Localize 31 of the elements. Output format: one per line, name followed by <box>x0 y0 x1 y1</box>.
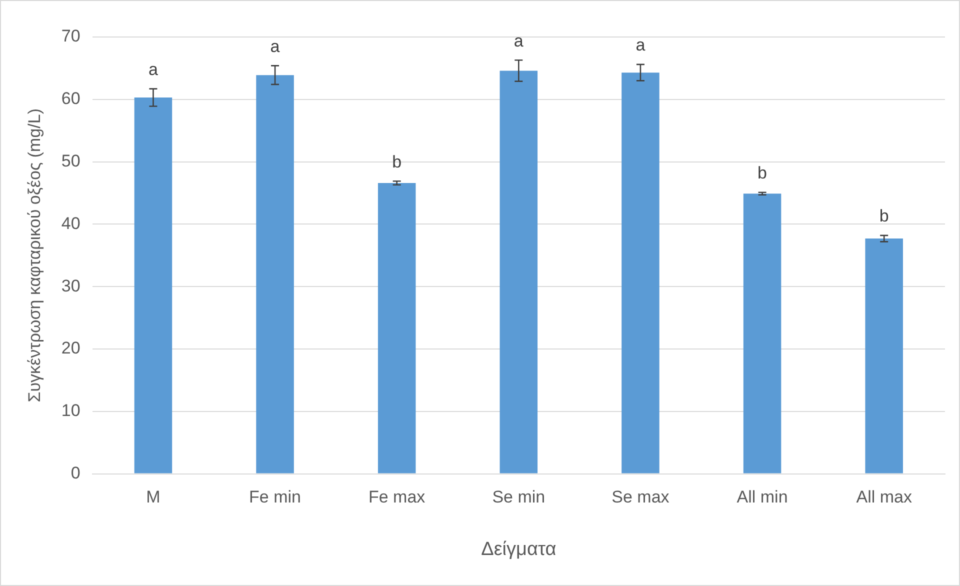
annotation: a <box>148 60 158 79</box>
y-tick-label: 70 <box>61 26 80 46</box>
bar <box>865 238 903 474</box>
annotation: b <box>758 164 768 183</box>
y-axis-title: Συγκέντρωση καφταρικού οξέος (mg/L) <box>24 108 44 402</box>
annotation: a <box>514 31 524 50</box>
y-tick-label: 10 <box>61 401 80 420</box>
y-tick-label: 30 <box>61 276 80 296</box>
annotation: b <box>879 206 889 226</box>
x-axis-title: Δείγματα <box>481 538 556 560</box>
x-tick-label: All max <box>856 488 912 507</box>
x-tick-label: All min <box>736 488 788 507</box>
x-tick-label: Se max <box>612 488 670 507</box>
bar <box>256 75 294 474</box>
bar <box>378 183 416 474</box>
bar <box>134 98 172 474</box>
y-tick-label: 0 <box>70 463 80 482</box>
y-tick-label: 50 <box>61 151 80 170</box>
x-tick-label: Se min <box>492 488 546 507</box>
annotation: a <box>636 36 646 55</box>
bar <box>500 70 538 474</box>
annotation: a <box>270 36 280 56</box>
y-tick-label: 40 <box>61 214 80 233</box>
x-tick-label: M <box>146 488 160 507</box>
x-tick-label: Fe min <box>249 488 302 507</box>
x-tick-label: Fe max <box>368 488 426 507</box>
annotation: b <box>392 152 402 172</box>
y-tick-label: 60 <box>61 89 80 108</box>
bar <box>622 72 660 474</box>
bar <box>743 194 782 474</box>
y-tick-label: 20 <box>61 338 80 358</box>
